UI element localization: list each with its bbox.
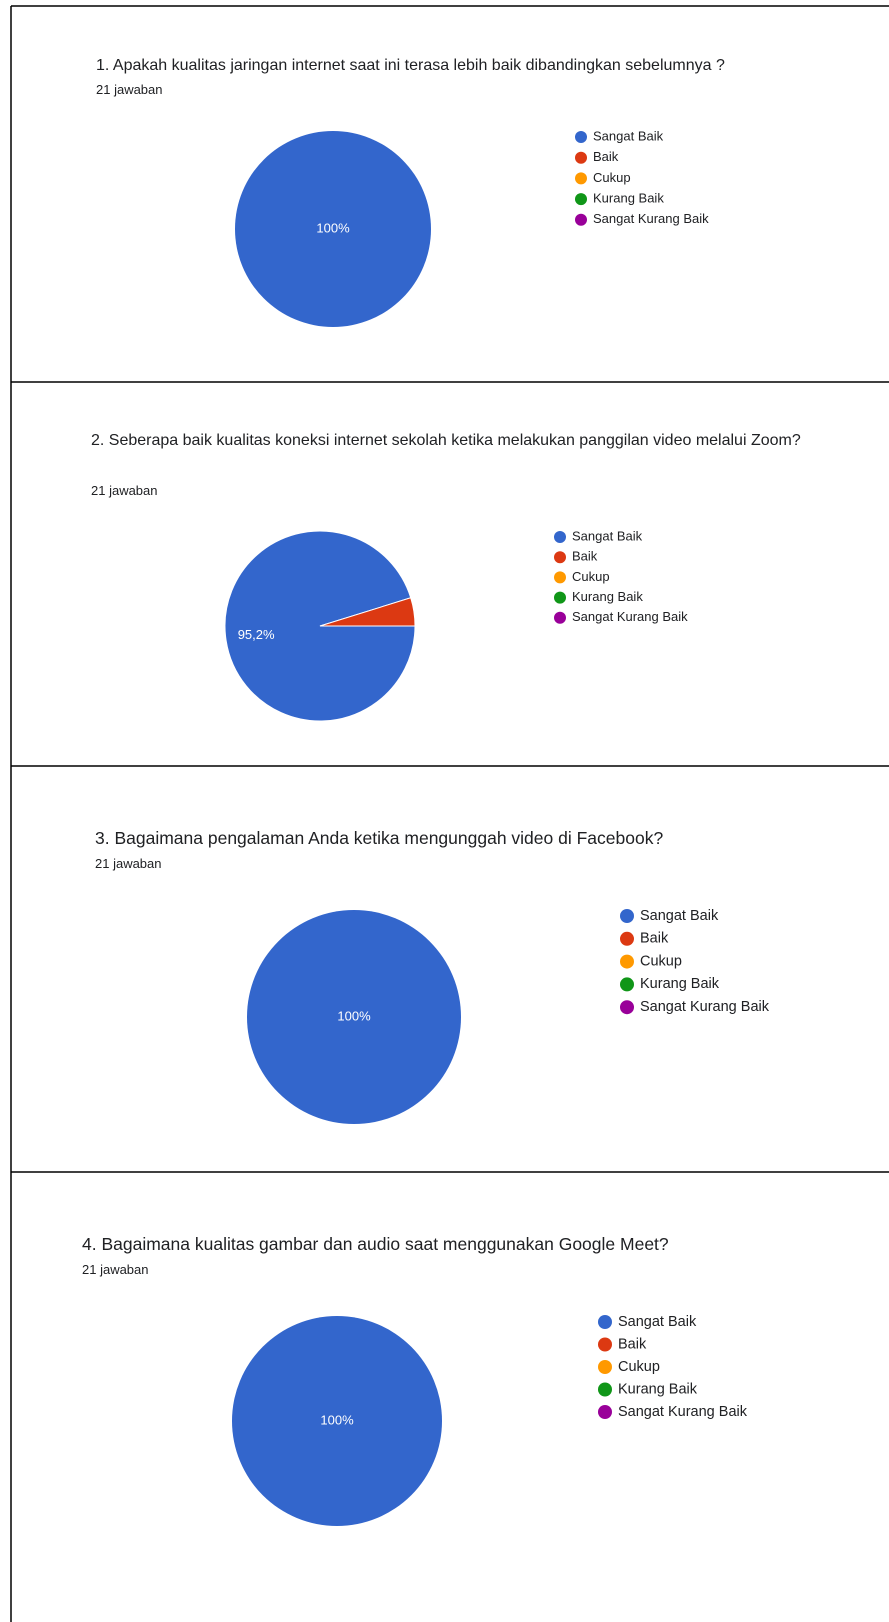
legend-label: Kurang Baik xyxy=(618,1381,698,1397)
value-label: 95,2% xyxy=(238,627,275,642)
value-label: 100% xyxy=(337,1008,371,1023)
legend-label: Baik xyxy=(572,549,598,564)
chart-title: 1. Apakah kualitas jaringan internet saa… xyxy=(96,57,725,74)
legend-label: Cukup xyxy=(640,953,682,969)
legend-label: Kurang Baik xyxy=(572,589,643,604)
legend-swatch xyxy=(575,213,587,226)
legend-label: Kurang Baik xyxy=(593,191,664,206)
legend-swatch xyxy=(554,551,566,564)
value-label: 100% xyxy=(320,1412,354,1427)
chart-subtitle: 21 jawaban xyxy=(96,82,163,97)
legend-label: Baik xyxy=(640,931,669,947)
legend-swatch xyxy=(575,131,587,143)
legend-swatch xyxy=(620,931,634,946)
chart-subtitle: 21 jawaban xyxy=(95,856,162,871)
legend-label: Sangat Baik xyxy=(618,1314,697,1330)
chart-title: 2. Seberapa baik kualitas koneksi intern… xyxy=(91,432,801,449)
legend-label: Sangat Kurang Baik xyxy=(618,1404,748,1420)
pie-slice xyxy=(232,1316,442,1526)
legend-label: Sangat Kurang Baik xyxy=(572,609,688,624)
legend-label: Sangat Baik xyxy=(640,908,719,924)
value-label: 100% xyxy=(316,220,350,235)
legend-swatch xyxy=(598,1382,612,1397)
chart-subtitle: 21 jawaban xyxy=(91,483,158,498)
legend-label: Sangat Baik xyxy=(572,528,643,543)
chart-title: 4. Bagaimana kualitas gambar dan audio s… xyxy=(82,1234,669,1254)
pie-slice xyxy=(247,910,461,1124)
legend-swatch xyxy=(554,591,566,604)
legend-swatch xyxy=(598,1315,612,1329)
legend-swatch xyxy=(575,151,587,164)
legend-swatch xyxy=(554,571,566,584)
legend-swatch xyxy=(598,1360,612,1374)
legend-swatch xyxy=(554,611,566,624)
legend-label: Sangat Kurang Baik xyxy=(593,211,709,226)
chart-subtitle: 21 jawaban xyxy=(82,1262,149,1277)
legend-swatch xyxy=(575,193,587,206)
legend-label: Cukup xyxy=(572,569,610,584)
legend-swatch xyxy=(620,909,634,923)
legend-swatch xyxy=(620,954,634,969)
pie-slice xyxy=(235,131,431,327)
legend-swatch xyxy=(598,1337,612,1352)
legend-label: Sangat Baik xyxy=(593,128,664,143)
legend-label: Sangat Kurang Baik xyxy=(640,999,770,1015)
legend-label: Kurang Baik xyxy=(640,976,720,992)
legend-label: Baik xyxy=(618,1336,647,1352)
legend-label: Cukup xyxy=(618,1359,660,1375)
pie-slice xyxy=(319,597,416,627)
legend-label: Baik xyxy=(593,149,619,164)
legend-swatch xyxy=(575,172,587,185)
legend-swatch xyxy=(620,1000,634,1015)
legend-swatch xyxy=(554,531,566,543)
section-borders xyxy=(10,5,889,1622)
legend-swatch xyxy=(620,977,634,992)
legend-label: Cukup xyxy=(593,170,631,185)
legend-swatch xyxy=(598,1405,612,1419)
chart-title: 3. Bagaimana pengalaman Anda ketika meng… xyxy=(95,828,664,848)
